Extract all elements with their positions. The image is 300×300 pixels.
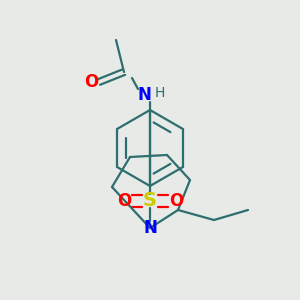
Text: N: N [137,86,151,104]
Text: O: O [169,192,183,210]
Text: N: N [143,219,157,237]
Text: O: O [84,73,98,91]
Text: S: S [143,191,157,211]
Text: O: O [117,192,131,210]
Text: H: H [155,86,165,100]
